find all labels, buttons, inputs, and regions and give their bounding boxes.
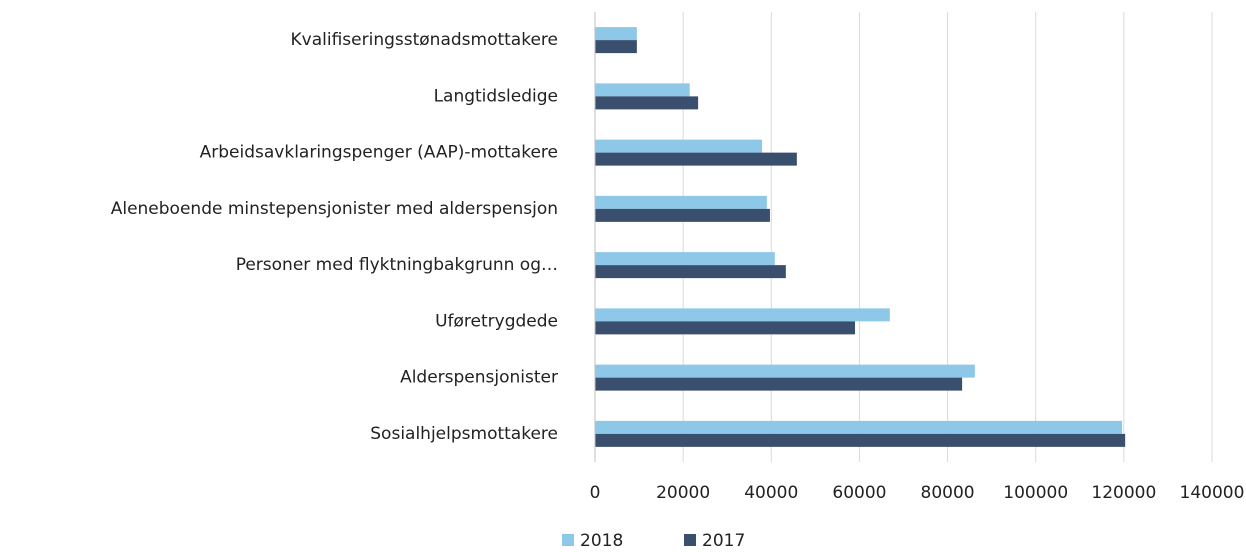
- bar: [595, 308, 890, 322]
- legend-label: 2017: [702, 531, 745, 551]
- y-tick-label: Langtidsledige: [434, 86, 558, 106]
- bar: [595, 265, 786, 279]
- x-tick-label: 100000: [1003, 483, 1068, 503]
- y-tick-label: Uføretrygdede: [435, 311, 558, 331]
- bar: [595, 252, 775, 266]
- y-tick-label: Alderspensjonister: [400, 368, 558, 388]
- bar: [595, 27, 637, 41]
- y-tick-label: Personer med flyktningbakgrunn og…: [236, 255, 558, 275]
- bar: [595, 139, 763, 153]
- bar: [595, 96, 699, 110]
- x-tick-label: 40000: [744, 483, 798, 503]
- x-tick-label: 120000: [1091, 483, 1156, 503]
- x-tick-label: 20000: [656, 483, 710, 503]
- bar: [595, 433, 1126, 447]
- bar: [595, 364, 975, 378]
- y-tick-label: Aleneboende minstepensjonister med alder…: [111, 199, 558, 219]
- bar: [595, 195, 767, 209]
- x-tick-label: 140000: [1180, 483, 1245, 503]
- bar: [595, 83, 690, 97]
- y-tick-label: Kvalifiseringsstønadsmottakere: [291, 30, 558, 50]
- y-tick-label: Arbeidsavklaringspenger (AAP)-mottakere: [200, 143, 558, 163]
- y-tick-label: Sosialhjelpsmottakere: [370, 424, 558, 444]
- bar: [595, 321, 856, 335]
- bar: [595, 152, 797, 166]
- bar: [595, 420, 1123, 434]
- legend-label: 2018: [580, 531, 623, 551]
- bar: [595, 208, 770, 222]
- x-tick-label: 80000: [921, 483, 975, 503]
- x-tick-label: 0: [590, 483, 601, 503]
- legend-swatch: [562, 534, 574, 546]
- bar: [595, 40, 637, 54]
- bar: [595, 377, 963, 391]
- legend-swatch: [684, 534, 696, 546]
- x-tick-label: 60000: [832, 483, 886, 503]
